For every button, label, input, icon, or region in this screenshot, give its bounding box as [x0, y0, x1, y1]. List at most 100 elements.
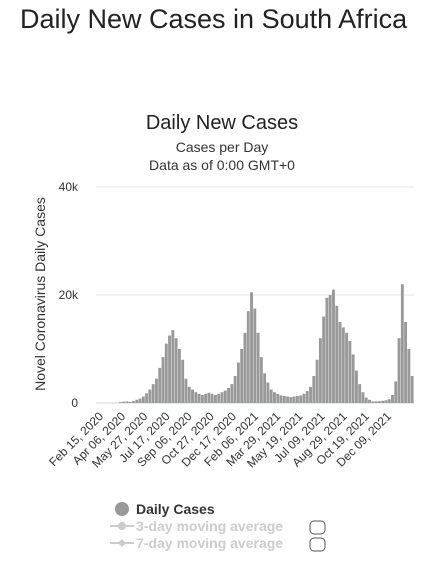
- bar[interactable]: [132, 401, 135, 403]
- bar[interactable]: [243, 332, 247, 403]
- bar[interactable]: [168, 335, 171, 404]
- legend-item-7day-avg[interactable]: 7-day moving average: [110, 535, 326, 552]
- bar[interactable]: [171, 330, 175, 403]
- bar[interactable]: [361, 392, 365, 403]
- bar[interactable]: [177, 349, 181, 403]
- bar[interactable]: [151, 384, 155, 403]
- bar[interactable]: [368, 399, 371, 403]
- bar[interactable]: [335, 305, 339, 403]
- bar[interactable]: [364, 397, 368, 403]
- bar[interactable]: [187, 386, 191, 403]
- bar[interactable]: [302, 393, 306, 403]
- bar[interactable]: [348, 340, 352, 403]
- checkbox-icon[interactable]: [309, 537, 326, 552]
- bar[interactable]: [381, 400, 385, 403]
- legend-item-3day-avg[interactable]: 3-day moving average: [110, 518, 326, 535]
- bar[interactable]: [407, 349, 411, 403]
- bar[interactable]: [246, 311, 250, 403]
- bar[interactable]: [220, 392, 224, 403]
- bar[interactable]: [118, 402, 122, 403]
- bar[interactable]: [135, 399, 139, 403]
- legend-item-daily-cases[interactable]: Daily Cases: [115, 501, 215, 517]
- legend-label: 7-day moving average: [136, 535, 283, 551]
- bar[interactable]: [289, 397, 293, 403]
- bar[interactable]: [276, 393, 280, 403]
- bar[interactable]: [269, 389, 273, 404]
- bar[interactable]: [145, 393, 149, 403]
- legend-label: Daily Cases: [136, 501, 215, 517]
- bar[interactable]: [371, 401, 375, 403]
- bar[interactable]: [322, 316, 326, 403]
- bar[interactable]: [410, 376, 414, 403]
- bar[interactable]: [200, 394, 204, 403]
- bar[interactable]: [256, 332, 260, 403]
- bar[interactable]: [286, 396, 290, 403]
- bar[interactable]: [273, 392, 276, 403]
- bar[interactable]: [397, 338, 401, 403]
- bar[interactable]: [292, 396, 296, 403]
- bar[interactable]: [354, 370, 358, 403]
- bar[interactable]: [194, 392, 198, 403]
- daily-cases-chart: Daily New Cases Cases per Day Data as of…: [32, 112, 414, 552]
- bar[interactable]: [341, 327, 345, 403]
- bar[interactable]: [204, 393, 208, 403]
- bar[interactable]: [387, 399, 391, 403]
- bar[interactable]: [345, 332, 349, 403]
- bar[interactable]: [384, 400, 388, 403]
- bar[interactable]: [328, 295, 332, 403]
- bar[interactable]: [325, 297, 329, 403]
- bar[interactable]: [295, 395, 299, 403]
- bar[interactable]: [233, 376, 237, 403]
- bar[interactable]: [223, 390, 227, 403]
- bar[interactable]: [227, 387, 231, 403]
- bar[interactable]: [282, 395, 286, 403]
- bar[interactable]: [207, 392, 211, 403]
- bar[interactable]: [332, 289, 335, 403]
- bar[interactable]: [253, 308, 257, 404]
- bar[interactable]: [128, 401, 132, 403]
- chart-subtitle-line1: Cases per Day: [176, 139, 269, 155]
- bar[interactable]: [250, 292, 253, 403]
- bar[interactable]: [236, 362, 240, 404]
- bar[interactable]: [358, 384, 362, 403]
- bar[interactable]: [125, 401, 129, 403]
- bar[interactable]: [299, 395, 303, 403]
- bar[interactable]: [141, 396, 145, 403]
- bar[interactable]: [374, 401, 378, 403]
- bar[interactable]: [210, 393, 214, 403]
- bar[interactable]: [338, 322, 342, 403]
- bar[interactable]: [240, 349, 244, 403]
- bar[interactable]: [351, 354, 355, 403]
- bar[interactable]: [217, 393, 221, 403]
- bar[interactable]: [404, 322, 408, 403]
- bar[interactable]: [309, 386, 312, 403]
- bar[interactable]: [391, 394, 394, 403]
- bar[interactable]: [394, 381, 398, 403]
- bar[interactable]: [305, 391, 309, 403]
- bar[interactable]: [161, 357, 165, 403]
- bar[interactable]: [400, 284, 404, 403]
- bar[interactable]: [197, 393, 201, 403]
- bar[interactable]: [230, 384, 234, 403]
- bar[interactable]: [158, 367, 162, 403]
- bar[interactable]: [279, 395, 283, 403]
- bar[interactable]: [191, 389, 194, 404]
- bar[interactable]: [138, 398, 142, 403]
- bar[interactable]: [174, 338, 178, 403]
- bar[interactable]: [181, 359, 185, 403]
- checkbox-icon[interactable]: [309, 520, 326, 535]
- bar[interactable]: [184, 378, 188, 403]
- bar[interactable]: [214, 394, 217, 403]
- bar[interactable]: [122, 401, 126, 403]
- bar[interactable]: [155, 378, 158, 403]
- bar[interactable]: [164, 343, 168, 403]
- bar[interactable]: [266, 382, 270, 403]
- bar[interactable]: [263, 373, 267, 403]
- bar[interactable]: [259, 357, 263, 403]
- bar[interactable]: [148, 389, 152, 404]
- bar[interactable]: [318, 338, 322, 403]
- bar[interactable]: [377, 401, 381, 403]
- bar[interactable]: [315, 359, 319, 403]
- bar[interactable]: [312, 376, 316, 403]
